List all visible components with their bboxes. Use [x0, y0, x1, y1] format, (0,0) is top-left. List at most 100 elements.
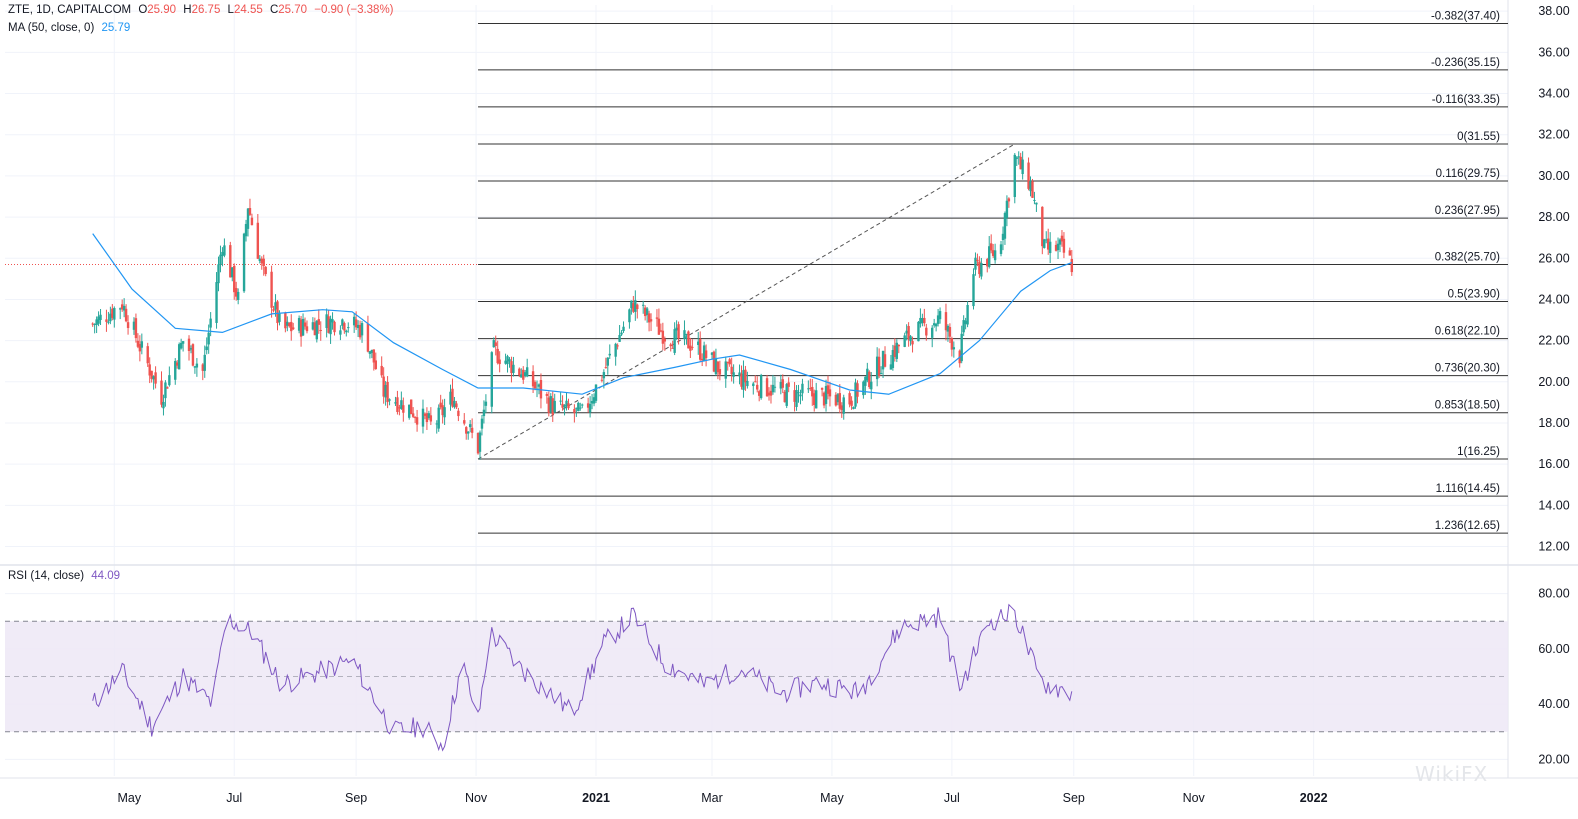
candle-body — [850, 400, 853, 406]
fib-level-label: 1.236(12.65) — [1435, 520, 1500, 532]
candle — [425, 407, 429, 430]
candle-body — [852, 406, 855, 410]
candle — [657, 308, 661, 335]
candle — [299, 316, 303, 347]
candle-body — [219, 254, 222, 265]
candle-body — [256, 222, 260, 259]
candle-body — [409, 399, 413, 415]
candle-body — [480, 418, 484, 429]
candle-body — [991, 250, 995, 256]
candle — [683, 320, 686, 346]
price-tick-label: 34.00 — [1538, 87, 1569, 101]
candle — [480, 415, 484, 436]
candle — [986, 257, 989, 273]
candle-body — [909, 336, 912, 342]
candle — [669, 342, 672, 352]
candle-body — [484, 401, 488, 406]
candle-body — [663, 338, 667, 342]
candle — [105, 309, 108, 332]
candle-body — [588, 404, 592, 413]
candle — [746, 371, 749, 389]
candle-body — [451, 388, 454, 407]
candle — [549, 393, 552, 414]
candle-body — [449, 391, 452, 405]
candle — [561, 395, 564, 411]
candle — [260, 256, 263, 270]
candle-body — [356, 324, 360, 329]
candle — [1045, 231, 1048, 244]
candle — [594, 384, 598, 404]
candle — [675, 320, 678, 340]
candle — [710, 351, 714, 360]
candle — [809, 378, 812, 391]
candle-body — [297, 318, 301, 331]
candle-body — [1031, 181, 1034, 198]
candle-body — [577, 402, 580, 412]
price-tick-label: 18.00 — [1538, 416, 1569, 430]
candles — [91, 151, 1073, 460]
candle-body — [1054, 244, 1058, 251]
candle-body — [421, 408, 425, 427]
candle-body — [120, 304, 124, 310]
candle-body — [645, 308, 649, 315]
candle-body — [586, 403, 590, 408]
candle-body — [537, 384, 541, 387]
candle-body — [402, 405, 405, 413]
candle — [386, 376, 389, 409]
candle-body — [962, 320, 965, 333]
candle-body — [347, 327, 350, 329]
candle — [441, 399, 444, 424]
candle-body — [934, 323, 938, 327]
candle — [415, 409, 419, 432]
candle — [325, 308, 328, 338]
candle — [504, 353, 507, 365]
candle — [756, 376, 759, 393]
rsi-tick-label: 20.00 — [1538, 752, 1569, 766]
candle-body — [221, 251, 224, 257]
candle — [1048, 232, 1052, 264]
candle — [1017, 151, 1020, 165]
candle — [244, 219, 248, 242]
candle-body — [439, 402, 442, 408]
candle — [490, 351, 493, 414]
candle-body — [413, 417, 417, 419]
candle-body — [917, 321, 920, 342]
candle — [716, 361, 720, 380]
fib-level-label: 1.116(14.45) — [1436, 483, 1501, 495]
candle — [166, 386, 169, 389]
ma-50-line — [92, 233, 1073, 395]
time-tick-label: Sep — [345, 791, 367, 805]
candle — [315, 319, 319, 343]
candle — [482, 400, 486, 424]
candle — [290, 314, 293, 341]
candle — [732, 364, 735, 384]
candle-body — [398, 407, 401, 409]
candle-body — [236, 291, 240, 300]
candle — [1001, 226, 1005, 251]
candle — [980, 257, 983, 280]
candle — [950, 336, 954, 357]
candle-body — [579, 407, 582, 409]
candle-body — [903, 335, 906, 347]
candle — [799, 389, 802, 405]
candle — [815, 382, 818, 409]
candle — [124, 304, 128, 323]
candle — [221, 247, 224, 267]
candle-body — [754, 381, 757, 383]
candle-body — [553, 400, 556, 413]
candle-body — [317, 319, 320, 325]
candle-body — [988, 246, 991, 267]
candle — [632, 295, 635, 313]
candle-body — [932, 323, 936, 326]
candle-body — [687, 331, 690, 349]
candle-body — [244, 224, 248, 237]
candle-body — [862, 381, 865, 396]
candle-body — [463, 420, 466, 424]
candle-body — [716, 361, 720, 373]
candle — [1027, 157, 1030, 191]
candle — [866, 362, 869, 383]
candle-body — [685, 334, 688, 336]
candle — [960, 325, 963, 364]
candle — [608, 344, 611, 359]
